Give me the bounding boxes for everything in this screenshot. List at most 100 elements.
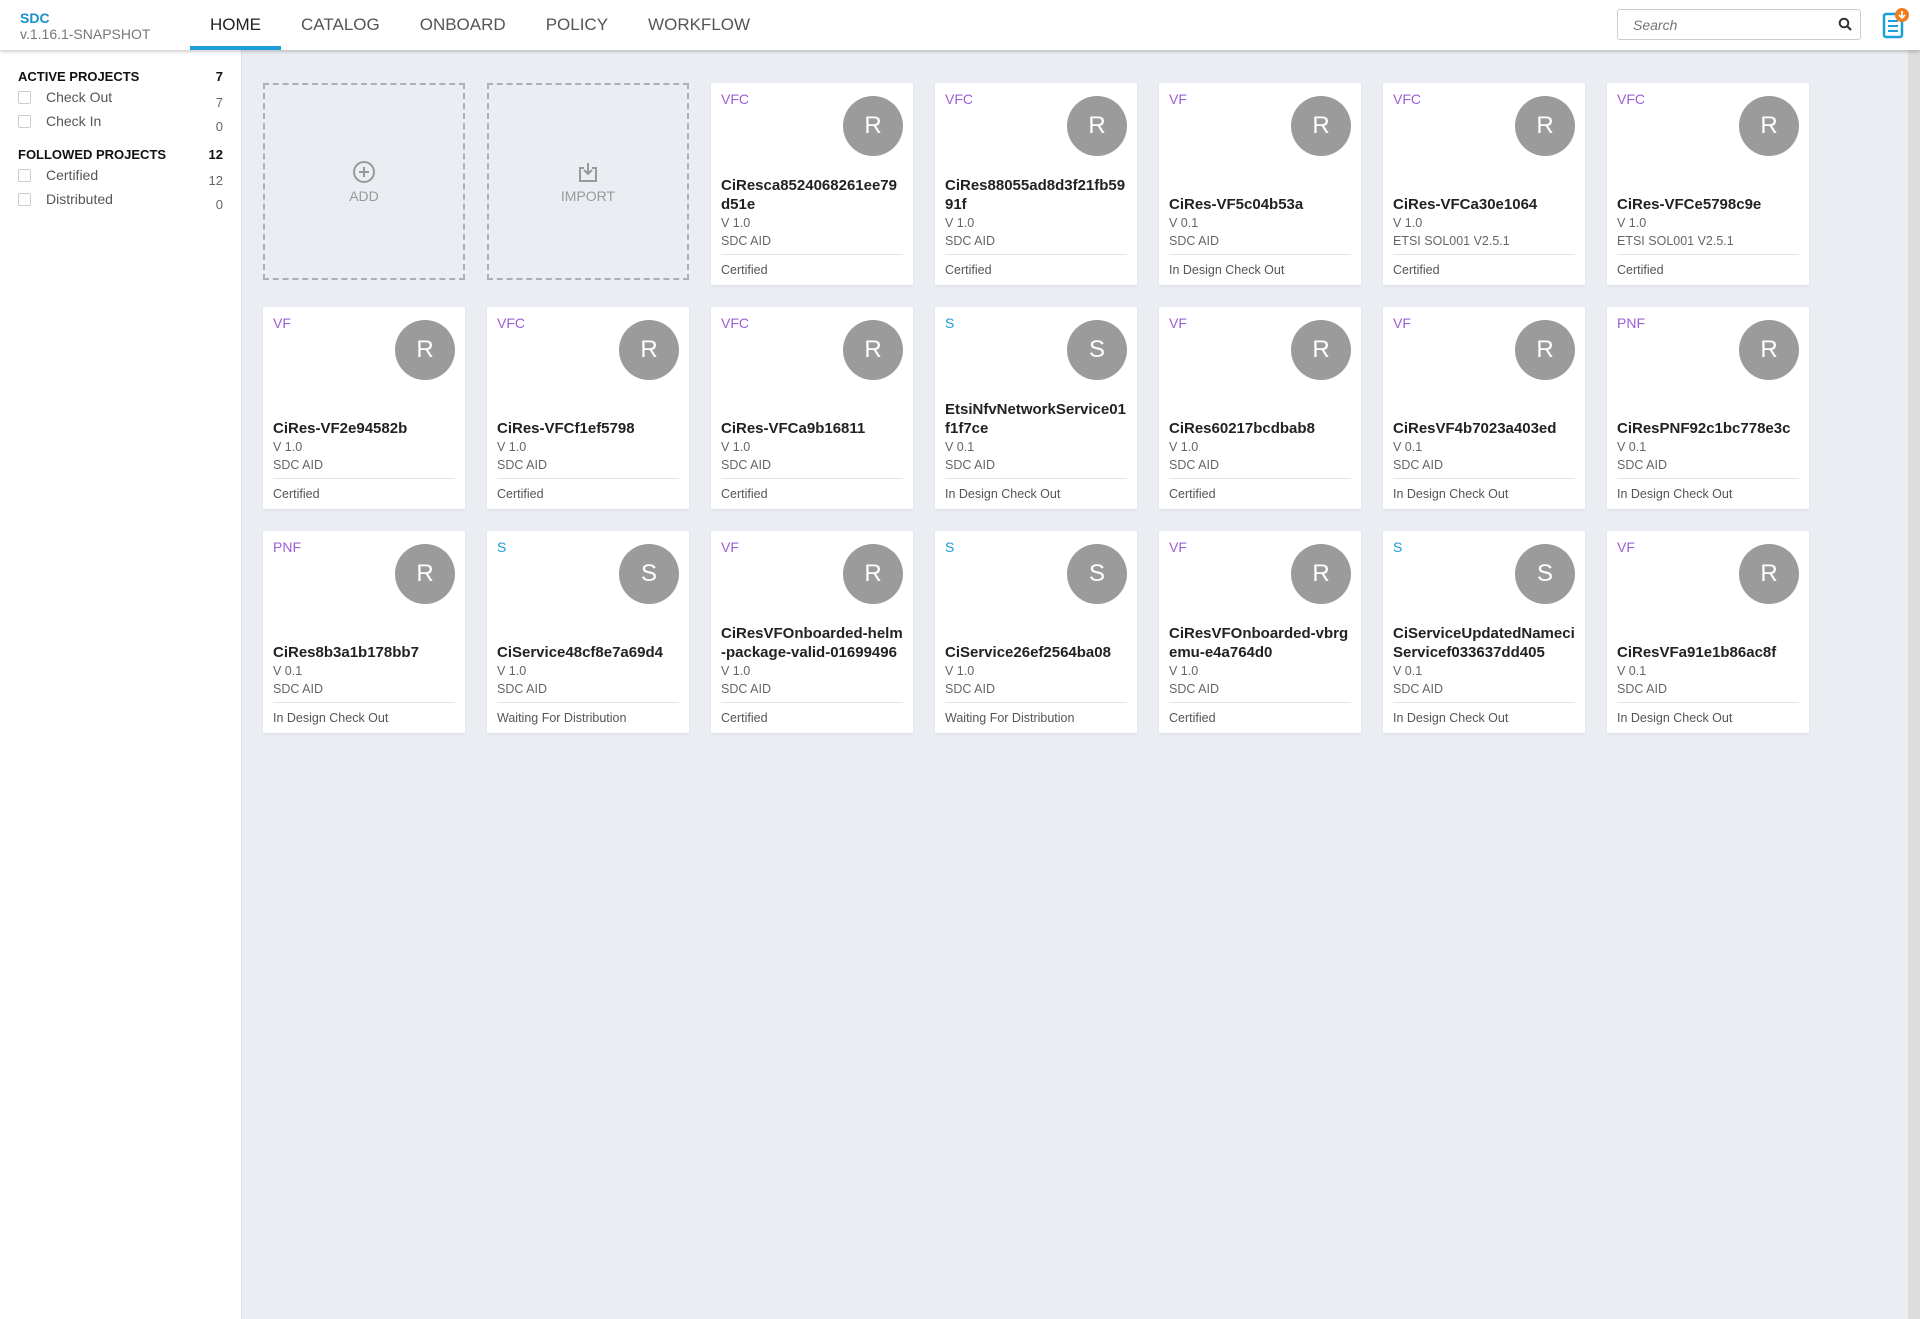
card-body: CiService26ef2564ba08 V 1.0 SDC AID Waiting… <box>945 643 1127 733</box>
card-category: SDC AID <box>1169 458 1220 472</box>
card-avatar: R <box>1515 96 1575 156</box>
project-card[interactable]: PNF R CiRes8b3a1b178bb7 V 0.1 SDC AID In Desi… <box>263 531 465 733</box>
card-avatar: S <box>1515 544 1575 604</box>
card-body: CiResVF4b7023a403ed V 0.1 SDC AID In Design… <box>1393 419 1575 509</box>
card-body: CiService48cf8e7a69d4 V 1.0 SDC AID Waiting… <box>497 643 679 733</box>
card-body: CiRes-VFCf1ef5798 V 1.0 SDC AID Certified <box>497 419 679 509</box>
filter-sidebar: ACTIVE PROJECTS 7 Check Out 7 Check In 0… <box>0 50 242 1319</box>
card-type: VF <box>1169 315 1187 331</box>
app-name: SDC <box>20 10 50 26</box>
app-logo[interactable]: SDC v.1.16.1-SNAPSHOT <box>20 10 150 43</box>
card-status: Certified <box>497 478 679 509</box>
project-card[interactable]: VF R CiRes60217bcdbab8 V 1.0 SDC AID Certifie… <box>1159 307 1361 509</box>
tab-home[interactable]: HOME <box>190 0 281 50</box>
project-card[interactable]: VFC R CiResca8524068261ee79d51e V 1.0 SDC AI… <box>711 83 913 285</box>
followed-projects-header: FOLLOWED PROJECTS 12 <box>18 147 223 162</box>
card-type: VFC <box>497 315 525 331</box>
card-category: SDC AID <box>497 682 548 696</box>
project-card[interactable]: S S CiServiceUpdatedNameciServicef033637dd… <box>1383 531 1585 733</box>
card-status: Waiting For Distribution <box>497 702 679 733</box>
card-category: ETSI SOL001 V2.5.1 <box>1617 234 1734 248</box>
tab-policy[interactable]: POLICY <box>545 15 609 34</box>
filter-count: 12 <box>208 173 223 188</box>
card-type: VFC <box>721 315 749 331</box>
project-card[interactable]: VF R CiResVFOnboarded-vbrgemu-e4a764d0 V 1.… <box>1159 531 1361 733</box>
project-card[interactable]: PNF R CiResPNF92c1bc778e3c V 0.1 SDC AID In D… <box>1607 307 1809 509</box>
card-type: VFC <box>1393 91 1421 107</box>
card-type: VF <box>1393 315 1411 331</box>
main-nav: HOME CATALOG ONBOARD POLICY WORKFLOW <box>190 0 770 50</box>
checkbox[interactable] <box>18 192 31 206</box>
card-category: SDC AID <box>273 682 324 696</box>
filter-label: Certified <box>46 167 99 183</box>
card-status: Certified <box>1169 478 1351 509</box>
filter-check-in[interactable]: Check In 0 <box>18 113 223 134</box>
active-projects-count: 7 <box>215 69 223 84</box>
checkbox[interactable] <box>18 168 31 182</box>
card-type: VF <box>1617 539 1635 555</box>
project-card[interactable]: VF R CiResVFOnboarded-helm-package-valid-0… <box>711 531 913 733</box>
project-card[interactable]: VFC R CiRes-VFCa30e1064 V 1.0 ETSI SOL001 V2… <box>1383 83 1585 285</box>
search-icon[interactable] <box>1838 17 1852 31</box>
project-card[interactable]: S S CiService48cf8e7a69d4 V 1.0 SDC AID Waiti… <box>487 531 689 733</box>
project-card[interactable]: VFC R CiRes88055ad8d3f21fb5991f V 1.0 SDC AI… <box>935 83 1137 285</box>
card-version: V 1.0 <box>497 440 527 454</box>
card-status: Certified <box>721 478 903 509</box>
card-category: SDC AID <box>945 458 996 472</box>
vertical-scrollbar[interactable] <box>1908 50 1920 1319</box>
card-status: Certified <box>1617 254 1799 285</box>
card-name: CiResVF4b7023a403ed <box>1393 420 1557 437</box>
tab-onboard[interactable]: ONBOARD <box>419 15 506 34</box>
filter-count: 0 <box>215 119 223 134</box>
card-version: V 1.0 <box>721 440 751 454</box>
card-version: V 0.1 <box>1393 664 1423 678</box>
project-card[interactable]: VF R CiResVF4b7023a403ed V 0.1 SDC AID In Des… <box>1383 307 1585 509</box>
checkbox[interactable] <box>18 114 31 128</box>
active-projects-title: ACTIVE PROJECTS <box>18 69 140 84</box>
search-input[interactable] <box>1618 10 1818 39</box>
project-card[interactable]: VF R CiRes-VF5c04b53a V 0.1 SDC AID In Design… <box>1159 83 1361 285</box>
card-version: V 1.0 <box>1169 440 1199 454</box>
project-card[interactable]: S S CiService26ef2564ba08 V 1.0 SDC AID Waiti… <box>935 531 1137 733</box>
card-version: V 1.0 <box>1169 664 1199 678</box>
followed-projects-title: FOLLOWED PROJECTS <box>18 147 167 162</box>
card-version: V 1.0 <box>721 664 751 678</box>
card-status: Certified <box>273 478 455 509</box>
card-version: V 0.1 <box>1617 664 1647 678</box>
followed-projects-count: 12 <box>208 147 223 162</box>
project-card[interactable]: VF R CiResVFa91e1b86ac8f V 0.1 SDC AID In Des… <box>1607 531 1809 733</box>
card-body: CiRes8b3a1b178bb7 V 0.1 SDC AID In Design C… <box>273 643 455 733</box>
card-avatar: R <box>395 544 455 604</box>
card-type: PNF <box>273 539 301 555</box>
card-category: SDC AID <box>1617 458 1668 472</box>
filter-distributed[interactable]: Distributed 0 <box>18 191 223 212</box>
card-avatar: S <box>1067 320 1127 380</box>
import-button[interactable]: IMPORT <box>487 83 689 280</box>
card-type: VFC <box>1617 91 1645 107</box>
project-card[interactable]: VF R CiRes-VF2e94582b V 1.0 SDC AID Certified <box>263 307 465 509</box>
card-name: CiRes-VFCa30e1064 <box>1393 196 1538 213</box>
card-category: SDC AID <box>721 682 772 696</box>
project-card[interactable]: VFC R CiRes-VFCf1ef5798 V 1.0 SDC AID Certifi… <box>487 307 689 509</box>
project-card[interactable]: VFC R CiRes-VFCe5798c9e V 1.0 ETSI SOL001 V2… <box>1607 83 1809 285</box>
filter-certified[interactable]: Certified 12 <box>18 167 223 188</box>
add-button[interactable]: ADD <box>263 83 465 280</box>
project-card[interactable]: S S EtsiNfvNetworkService01f1f7ce V 0.1 SDC … <box>935 307 1137 509</box>
card-status: In Design Check Out <box>1617 702 1799 733</box>
document-download-icon[interactable] <box>1882 8 1910 40</box>
project-card[interactable]: VFC R CiRes-VFCa9b16811 V 1.0 SDC AID Certifi… <box>711 307 913 509</box>
filter-check-out[interactable]: Check Out 7 <box>18 89 223 110</box>
card-avatar: R <box>619 320 679 380</box>
tab-workflow[interactable]: WORKFLOW <box>648 15 751 34</box>
card-avatar: S <box>619 544 679 604</box>
card-avatar: R <box>395 320 455 380</box>
card-version: V 1.0 <box>1617 216 1647 230</box>
card-status: Certified <box>721 702 903 733</box>
card-name: CiRes60217bcdbab8 <box>1169 420 1315 437</box>
card-version: V 1.0 <box>497 664 527 678</box>
tab-catalog[interactable]: CATALOG <box>301 15 380 34</box>
card-avatar: R <box>1291 320 1351 380</box>
top-header: SDC v.1.16.1-SNAPSHOT HOME CATALOG ONBOA… <box>0 0 1920 50</box>
card-name: CiRes-VFCa9b16811 <box>721 420 866 437</box>
checkbox[interactable] <box>18 90 31 104</box>
